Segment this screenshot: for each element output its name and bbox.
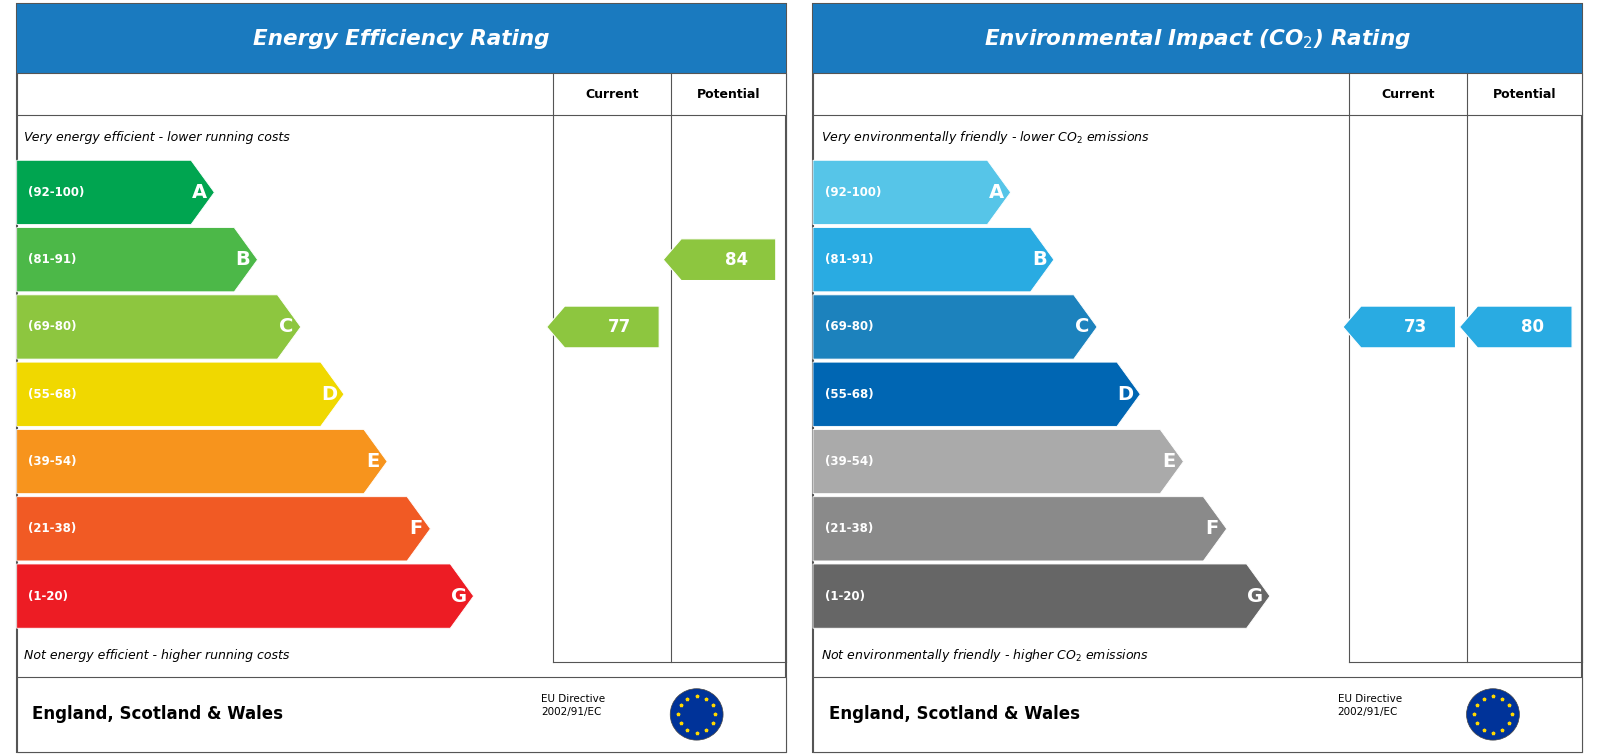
Polygon shape: [812, 228, 1054, 292]
Text: (81-91): (81-91): [29, 253, 77, 266]
Text: (55-68): (55-68): [29, 388, 77, 401]
Text: B: B: [1031, 250, 1047, 269]
Text: 73: 73: [1404, 318, 1428, 336]
Text: Potential: Potential: [1493, 88, 1556, 101]
Text: (69-80): (69-80): [825, 321, 873, 333]
Circle shape: [670, 689, 723, 740]
Text: D: D: [1118, 385, 1134, 404]
Polygon shape: [664, 239, 776, 280]
Polygon shape: [812, 497, 1226, 561]
Text: A: A: [988, 183, 1004, 202]
Text: (39-54): (39-54): [29, 455, 77, 468]
Text: G: G: [451, 587, 467, 606]
Polygon shape: [1343, 306, 1455, 348]
Text: F: F: [409, 519, 422, 538]
Text: C: C: [1076, 318, 1091, 336]
Polygon shape: [547, 306, 659, 348]
Polygon shape: [812, 362, 1140, 426]
Text: E: E: [366, 452, 379, 471]
Text: (92-100): (92-100): [29, 186, 85, 199]
Text: 80: 80: [1521, 318, 1545, 336]
Polygon shape: [1460, 306, 1572, 348]
Text: EU Directive
2002/91/EC: EU Directive 2002/91/EC: [1337, 694, 1402, 717]
Bar: [16, 73, 787, 115]
Text: (1-20): (1-20): [29, 590, 69, 603]
Polygon shape: [16, 429, 387, 494]
Bar: [16, 677, 787, 752]
Text: (21-38): (21-38): [29, 522, 77, 535]
Bar: [812, 677, 1583, 752]
Polygon shape: [16, 497, 430, 561]
Bar: [812, 4, 1583, 73]
Text: B: B: [235, 250, 251, 269]
Polygon shape: [16, 564, 473, 628]
Text: (1-20): (1-20): [825, 590, 865, 603]
Text: Current: Current: [585, 88, 638, 101]
Text: EU Directive
2002/91/EC: EU Directive 2002/91/EC: [540, 694, 606, 717]
Text: F: F: [1206, 519, 1218, 538]
Text: (21-38): (21-38): [825, 522, 873, 535]
Text: England, Scotland & Wales: England, Scotland & Wales: [32, 705, 283, 723]
Text: D: D: [321, 385, 337, 404]
Text: England, Scotland & Wales: England, Scotland & Wales: [828, 705, 1079, 723]
Text: G: G: [1247, 587, 1263, 606]
Polygon shape: [16, 295, 301, 359]
Bar: [812, 73, 1583, 115]
Polygon shape: [16, 228, 257, 292]
Text: Current: Current: [1382, 88, 1434, 101]
Text: Energy Efficiency Rating: Energy Efficiency Rating: [253, 29, 550, 48]
Polygon shape: [812, 564, 1270, 628]
Text: Not environmentally friendly - higher CO$_2$ emissions: Not environmentally friendly - higher CO…: [820, 647, 1148, 664]
Polygon shape: [16, 160, 214, 225]
Text: Very energy efficient - lower running costs: Very energy efficient - lower running co…: [24, 131, 289, 144]
Text: (69-80): (69-80): [29, 321, 77, 333]
Text: (55-68): (55-68): [825, 388, 873, 401]
Bar: [16, 4, 787, 73]
Polygon shape: [812, 295, 1097, 359]
Text: Very environmentally friendly - lower CO$_2$ emissions: Very environmentally friendly - lower CO…: [820, 129, 1150, 146]
Text: A: A: [192, 183, 208, 202]
Polygon shape: [812, 160, 1011, 225]
Text: 77: 77: [608, 318, 632, 336]
Text: (92-100): (92-100): [825, 186, 881, 199]
Text: E: E: [1162, 452, 1175, 471]
Polygon shape: [16, 362, 344, 426]
Text: Environmental Impact (CO$_2$) Rating: Environmental Impact (CO$_2$) Rating: [983, 26, 1412, 51]
Text: 84: 84: [724, 251, 748, 268]
Text: (81-91): (81-91): [825, 253, 873, 266]
Text: Not energy efficient - higher running costs: Not energy efficient - higher running co…: [24, 649, 289, 662]
Circle shape: [1466, 689, 1519, 740]
Text: (39-54): (39-54): [825, 455, 873, 468]
Polygon shape: [812, 429, 1183, 494]
Text: Potential: Potential: [697, 88, 760, 101]
Text: C: C: [280, 318, 294, 336]
